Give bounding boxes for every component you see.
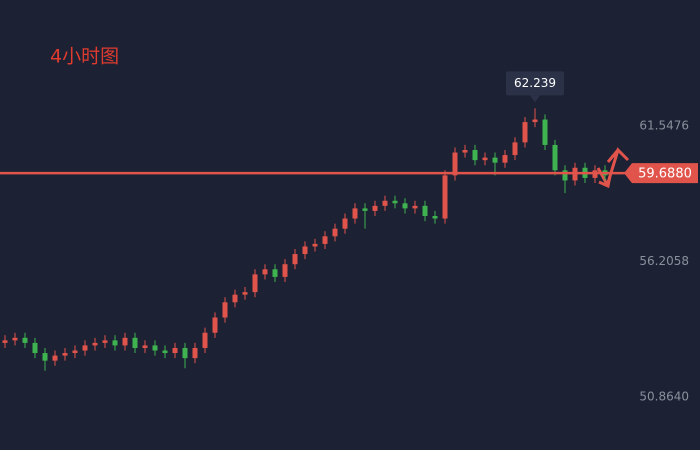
max-label: 62.239 [514, 76, 556, 90]
candle-body [162, 350, 168, 354]
candle-body [282, 264, 288, 277]
candle-body [92, 342, 98, 346]
candle-body [462, 150, 468, 153]
candle-body [122, 337, 128, 346]
candle-body [12, 337, 18, 341]
candle-body [272, 269, 278, 277]
y-tick-label: 50.8640 [639, 390, 689, 404]
candle-body [252, 274, 258, 293]
candle-body [132, 337, 138, 348]
max-label-box [506, 71, 564, 96]
candle-body [502, 155, 508, 163]
candle-body [52, 355, 58, 361]
candle-body [32, 342, 38, 354]
candle-body [452, 152, 458, 176]
candle-body [142, 345, 148, 348]
candle-body [382, 200, 388, 206]
candle-body [342, 218, 348, 229]
chart-title: 4小时图 [50, 46, 119, 68]
candle-body [322, 236, 328, 244]
candle-body [22, 337, 28, 343]
candle-body [172, 347, 178, 354]
candle-body [392, 200, 398, 204]
candle-body [222, 302, 228, 318]
candle-body [62, 353, 68, 356]
candle-body [522, 122, 528, 143]
candle-body [562, 170, 568, 181]
candle-body [432, 215, 438, 219]
y-tick-label: 61.5476 [639, 118, 689, 132]
candle-body [202, 332, 208, 348]
candle-body [542, 119, 548, 145]
candle-body [242, 292, 248, 295]
candle-body [482, 157, 488, 161]
price-tag [624, 163, 698, 184]
candle-body [332, 228, 338, 237]
candle-body [362, 208, 368, 211]
candle-body [152, 345, 158, 351]
candle-body [262, 269, 268, 275]
candle-body [402, 203, 408, 209]
max-label-pointer [530, 95, 540, 103]
candle-body [422, 205, 428, 216]
price-tag-label: 59.6880 [638, 167, 692, 182]
candle-body [442, 175, 448, 219]
candle-body [82, 345, 88, 351]
candle-body [312, 243, 318, 247]
candle-body [492, 157, 498, 163]
candle-body [182, 347, 188, 359]
candle-body [232, 294, 238, 303]
candle-body [102, 340, 108, 343]
candle-body [472, 150, 478, 161]
candle-body [192, 347, 198, 359]
candle-body [372, 205, 378, 211]
y-tick-label: 56.2058 [639, 254, 689, 268]
candle-body [412, 205, 418, 209]
candle-body [512, 142, 518, 156]
candle-body [42, 353, 48, 361]
candle-body [292, 254, 298, 265]
candle-body [532, 119, 538, 123]
candle-body [72, 350, 78, 354]
candle-body [352, 208, 358, 219]
candle-body [2, 340, 8, 343]
candle-body [212, 317, 218, 333]
candle-body [552, 144, 558, 171]
candle-body [302, 246, 308, 255]
candle-body [112, 340, 118, 346]
